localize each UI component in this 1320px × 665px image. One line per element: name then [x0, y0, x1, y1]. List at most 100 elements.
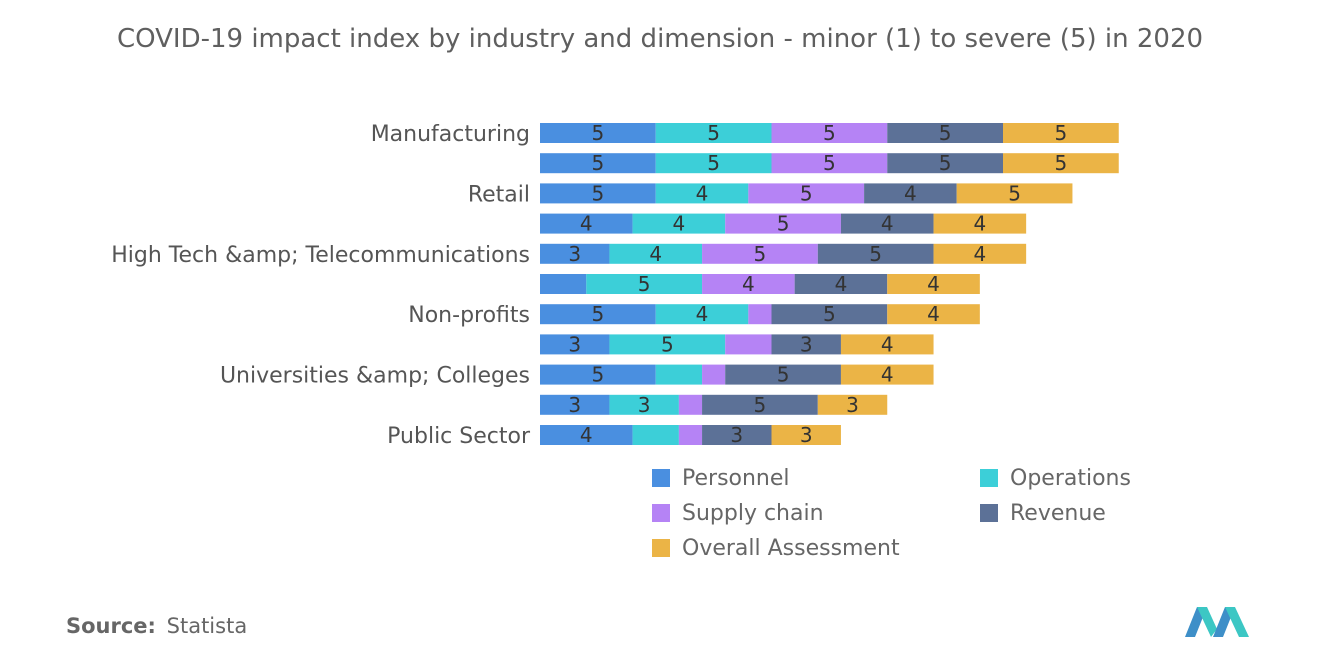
- data-label: 4: [973, 212, 986, 236]
- bar-segment: [540, 334, 610, 355]
- legend-swatch: [980, 469, 998, 487]
- data-label: 5: [800, 181, 813, 205]
- data-label: 5: [592, 121, 605, 145]
- bar-segment: [655, 153, 772, 174]
- bar-segment: [540, 123, 656, 143]
- bar-segment: [702, 425, 772, 445]
- data-label: 5: [1055, 151, 1068, 175]
- data-label: 3: [568, 393, 581, 417]
- bar-segment: [794, 274, 888, 294]
- data-label: 3: [730, 423, 743, 447]
- bar-segment: [609, 334, 726, 355]
- bar-segment: [540, 425, 633, 445]
- bar-segment: [933, 213, 1027, 234]
- data-label: 4: [881, 332, 894, 356]
- bar-segment: [725, 334, 772, 355]
- bar-segment: [632, 425, 679, 445]
- bar-segment: [540, 364, 656, 385]
- legend-swatch: [652, 469, 670, 487]
- legend-swatch: [980, 504, 998, 522]
- category-labels: Manufacturing Retail High Tech &amp; Telec…: [111, 122, 531, 449]
- bar-segment: [840, 334, 934, 355]
- bar-segment: [702, 394, 818, 415]
- bar-segment: [817, 394, 888, 415]
- data-label: 5: [707, 121, 720, 145]
- bar-segment: [771, 334, 841, 355]
- legend-label: Operations: [1010, 466, 1131, 491]
- legend-label: Personnel: [682, 466, 790, 491]
- bar-segment: [655, 183, 749, 204]
- category-label: Retail: [468, 182, 530, 207]
- data-label: 4: [742, 272, 755, 296]
- data-label: 4: [673, 212, 686, 236]
- bar-segment: [702, 274, 795, 294]
- legend-label: Revenue: [1010, 501, 1106, 526]
- bar-segment: [887, 123, 1003, 143]
- source-value: Statista: [166, 614, 248, 638]
- data-label: 5: [592, 151, 605, 175]
- bar-segment: [748, 304, 772, 325]
- bar-segment: [702, 364, 726, 385]
- data-label: 4: [696, 302, 709, 326]
- data-label: 4: [904, 181, 917, 205]
- chart-title: COVID-19 impact index by industry and di…: [116, 24, 1204, 54]
- bar-segment: [771, 123, 888, 143]
- source-note: Source: Statista: [66, 614, 247, 638]
- bar-segment: [655, 123, 772, 143]
- bar-segment: [771, 304, 888, 325]
- data-label: 4: [580, 423, 593, 447]
- bar-segment: [678, 425, 703, 445]
- bar-segment: [540, 153, 656, 174]
- source-label: Source:: [66, 614, 156, 638]
- data-label: 3: [846, 393, 859, 417]
- data-label: 5: [592, 302, 605, 326]
- data-label: 5: [592, 363, 605, 387]
- data-label: 4: [580, 212, 593, 236]
- category-label: Universities &amp; Colleges: [220, 364, 530, 389]
- data-label: 5: [939, 121, 952, 145]
- bar-segment: [864, 183, 957, 204]
- data-label: 3: [568, 332, 581, 356]
- legend-swatch: [652, 539, 670, 557]
- bar-segment: [609, 394, 679, 415]
- data-label: 4: [649, 242, 662, 266]
- data-label: 3: [638, 393, 651, 417]
- data-label: 5: [777, 363, 790, 387]
- bar-segment: [933, 243, 1027, 264]
- data-label: 3: [800, 423, 813, 447]
- legend-swatch: [652, 504, 670, 522]
- data-label: 5: [754, 393, 767, 417]
- legend-label: Supply chain: [682, 501, 824, 526]
- bar-segment: [725, 364, 841, 385]
- data-label: 4: [927, 272, 940, 296]
- data-label: 3: [568, 242, 581, 266]
- category-label: Non-profits: [408, 303, 530, 328]
- category-label: High Tech &amp; Telecommunications: [111, 243, 530, 268]
- data-label: 5: [869, 242, 882, 266]
- bar-segment: [1003, 123, 1119, 143]
- data-label: 5: [823, 121, 836, 145]
- bar-segment: [540, 243, 610, 264]
- bar-segment: [887, 274, 980, 294]
- data-label: 4: [696, 181, 709, 205]
- data-label: 5: [823, 151, 836, 175]
- data-label: 5: [1055, 121, 1068, 145]
- bar-segment: [725, 213, 841, 234]
- data-label: 4: [881, 212, 894, 236]
- bar-segment: [678, 394, 703, 415]
- bar-segment: [540, 274, 587, 294]
- bar-segment: [817, 243, 934, 264]
- bar-segment: [655, 304, 749, 325]
- data-label: 5: [1008, 181, 1021, 205]
- bar-segment: [887, 304, 980, 325]
- legend-label: Overall Assessment: [682, 536, 900, 561]
- bar-segment: [655, 364, 703, 385]
- data-label: 4: [927, 302, 940, 326]
- category-label: Manufacturing: [371, 122, 530, 147]
- data-label: 3: [800, 332, 813, 356]
- bar-segment: [887, 153, 1003, 174]
- data-label: 5: [707, 151, 720, 175]
- bar-segment: [956, 183, 1073, 204]
- data-label: 5: [638, 272, 651, 296]
- data-label: 5: [823, 302, 836, 326]
